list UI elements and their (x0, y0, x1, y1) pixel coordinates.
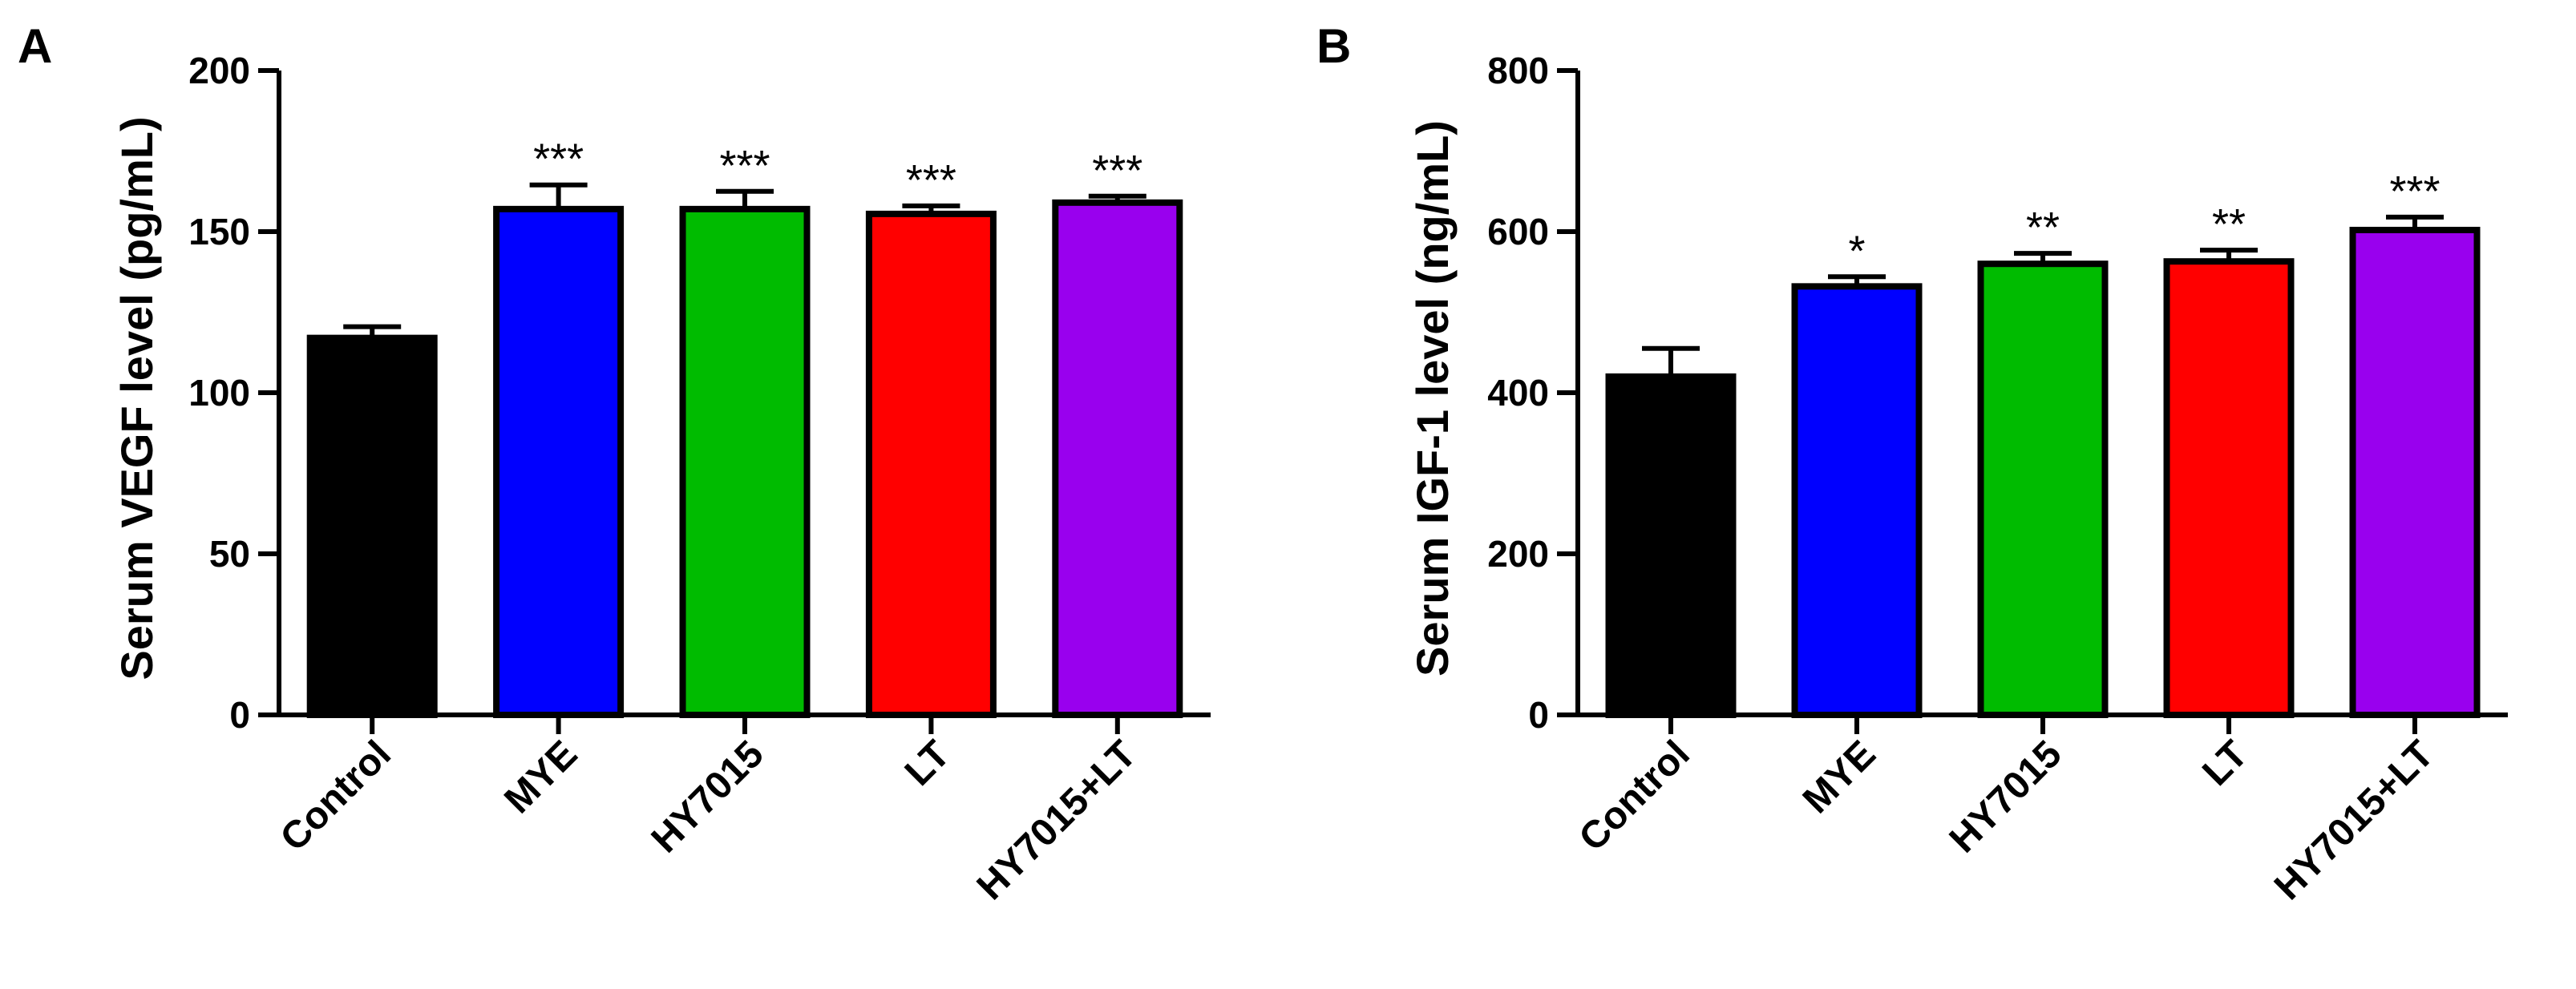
panel-b-label: B (1316, 19, 1351, 73)
panel-a-x-tick-label: HY7015 (644, 733, 772, 861)
panel-a-x-tick-label: Control (273, 733, 399, 859)
panel-a-y-tick-label: 200 (188, 50, 250, 91)
panel-a-y-axis-label: Serum VEGF level (pg/mL) (111, 116, 162, 680)
panel-b-bar (2349, 226, 2481, 718)
panel-b-significance-label: * (1848, 227, 1865, 275)
panel-a-bar (493, 205, 625, 718)
panel-b-y-tick-label: 800 (1487, 50, 1549, 91)
panel-a-y-tick-label: 150 (188, 211, 250, 252)
panel-a-bar (679, 205, 811, 718)
panel-b-y-tick-label: 200 (1487, 533, 1549, 575)
panel-b-significance-label: ** (2026, 204, 2060, 252)
panel-b-y-tick-label: 400 (1487, 372, 1549, 414)
panel-a-significance-label: *** (1092, 147, 1142, 195)
panel-b-y-tick-label: 600 (1487, 211, 1549, 252)
panel-b-bar (1791, 283, 1923, 718)
panel-b-bar (1605, 373, 1737, 718)
panel-b-bar (1977, 260, 2109, 718)
panel-a-x-tick-label: HY7015+LT (969, 733, 1145, 908)
panel-a-chart: A Serum VEGF level (pg/mL) 0 50 100 150 200 C… (18, 19, 1211, 908)
panel-b-x-tick-label: LT (2194, 733, 2255, 793)
panel-b-bar (2163, 258, 2295, 718)
panel-a-significance-label: *** (906, 156, 956, 204)
panel-b-y-axis-label: Serum IGF-1 level (ng/mL) (1407, 120, 1458, 676)
panel-a-label: A (18, 19, 52, 73)
panel-b-y-tick-label: 0 (1528, 694, 1549, 736)
panel-a-bar (1052, 199, 1183, 718)
panel-a-x-tick-label: MYE (496, 733, 585, 821)
panel-b-chart: B Serum IGF-1 level (ng/mL) 0 200 400 600 80… (1316, 19, 2508, 908)
panel-a-bar (865, 210, 997, 718)
panel-a-y-tick-label: 100 (188, 372, 250, 414)
panel-b-x-tick-label: Control (1571, 733, 1698, 859)
panel-a-significance-label: *** (533, 135, 584, 184)
panel-a-y-tick-label: 50 (209, 533, 250, 575)
panel-a-x-tick-label: LT (897, 733, 958, 793)
panel-a-significance-label: *** (719, 142, 770, 190)
panel-b-significance-label: *** (2389, 168, 2440, 216)
panel-a-y-tick-label: 0 (229, 694, 250, 736)
panel-a-bar (306, 334, 438, 718)
panel-b-x-tick-label: HY7015+LT (2267, 733, 2442, 908)
panel-b-x-tick-label: HY7015 (1942, 733, 2070, 861)
panel-b-significance-label: ** (2212, 200, 2246, 248)
panel-b-x-tick-label: MYE (1795, 733, 1884, 821)
